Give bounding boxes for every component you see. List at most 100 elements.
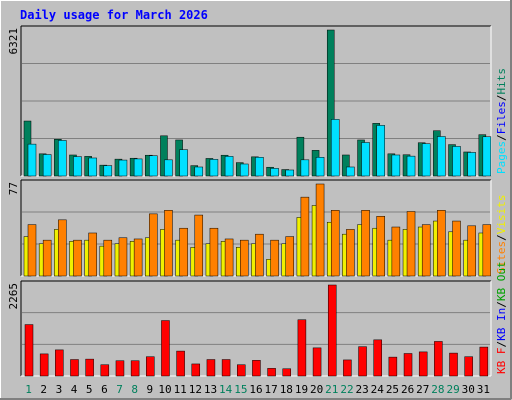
- bar-sites: [42, 239, 52, 277]
- bar-sites: [361, 210, 370, 277]
- x-tick-label: 28: [431, 383, 444, 396]
- bar-pages: [133, 158, 143, 177]
- x-tick-label: 7: [116, 383, 123, 396]
- bar-kb-f: [237, 364, 246, 377]
- legend-item: KB In: [495, 308, 508, 341]
- bar-pages: [194, 166, 204, 177]
- bar-sites: [149, 213, 158, 277]
- bar-pages: [58, 140, 67, 177]
- bar-pages: [209, 159, 219, 177]
- x-tick-label: 12: [189, 383, 202, 396]
- bar-kb-f: [449, 352, 458, 377]
- bar-kb-f: [327, 284, 337, 377]
- x-tick-label: 27: [416, 383, 429, 396]
- bar-pages: [406, 155, 416, 177]
- bar-kb-f: [388, 356, 398, 377]
- bar-pages: [42, 154, 52, 177]
- x-tick-label: 3: [56, 383, 63, 396]
- legend-item: KB Out: [495, 261, 508, 301]
- bar-pages: [285, 169, 294, 177]
- bar-pages: [452, 146, 461, 177]
- legend-item: Hits: [495, 68, 508, 95]
- bar-kb-f: [479, 346, 489, 377]
- bar-pages: [376, 125, 385, 177]
- bar-hits: [296, 136, 305, 177]
- bar-pages: [361, 142, 370, 177]
- y-max-label: 77: [7, 182, 20, 195]
- legend-item: /: [495, 301, 508, 308]
- bar-pages: [179, 149, 188, 177]
- x-tick-label: 10: [158, 383, 171, 396]
- bar-sites: [406, 211, 416, 277]
- series-legend: KB F/KB In/KB Out: [495, 261, 508, 374]
- bar-pages: [421, 143, 431, 177]
- bar-pages: [164, 159, 173, 177]
- x-tick-label: 26: [401, 383, 414, 396]
- series-legend: Sites/Visits: [495, 195, 508, 275]
- bar-sites: [482, 224, 492, 277]
- legend-item: /: [495, 134, 508, 141]
- x-tick-label: 23: [356, 383, 369, 396]
- bar-sites: [133, 238, 143, 277]
- bar-kb-f: [464, 356, 473, 377]
- bar-kb-f: [176, 350, 185, 377]
- bar-pages: [437, 136, 446, 177]
- bar-hits: [342, 154, 350, 177]
- bar-pages: [240, 163, 249, 177]
- bar-kb-f: [24, 324, 34, 377]
- legend-item: Visits: [495, 195, 508, 235]
- bar-pages: [27, 143, 37, 177]
- bar-sites: [467, 225, 476, 277]
- x-tick-label: 16: [249, 383, 262, 396]
- bar-sites: [255, 233, 264, 277]
- bar-kb-f: [115, 360, 125, 377]
- chart-panel-middle: 77 Sites/Visits: [7, 179, 508, 277]
- bar-kb-f: [252, 360, 261, 377]
- bar-pages: [88, 157, 97, 177]
- bar-pages: [103, 165, 113, 177]
- bar-sites: [376, 216, 385, 277]
- bar-kb-f: [403, 353, 413, 377]
- bar-sites: [315, 183, 325, 277]
- x-tick-label: 6: [101, 383, 108, 396]
- bar-kb-f: [343, 359, 352, 377]
- y-max-label: 6321: [7, 28, 20, 55]
- bar-kb-f: [282, 368, 291, 377]
- bar-sites: [300, 196, 310, 277]
- series-legend: Pages/Files/Hits: [495, 68, 508, 174]
- bar-hits: [326, 29, 335, 177]
- legend-item: /: [495, 234, 508, 241]
- x-tick-label: 2: [40, 383, 47, 396]
- bar-kb-f: [373, 339, 382, 377]
- bar-sites: [73, 239, 82, 277]
- bar-hits: [160, 135, 168, 177]
- x-tick-label: 11: [174, 383, 187, 396]
- legend-item: /: [495, 341, 508, 348]
- bar-kb-f: [39, 353, 49, 377]
- x-tick-label: 1: [25, 383, 32, 396]
- bar-kb-f: [312, 347, 322, 377]
- legend-item: /: [495, 95, 508, 102]
- bar-kb-f: [221, 359, 231, 377]
- bar-kb-f: [161, 320, 170, 377]
- x-tick-label: 5: [86, 383, 93, 396]
- x-tick-label: 15: [234, 383, 247, 396]
- x-tick-label: 20: [310, 383, 323, 396]
- bar-pages: [346, 166, 355, 177]
- bar-kb-f: [358, 346, 367, 377]
- bar-kb-f: [55, 349, 64, 377]
- bar-kb-f: [100, 364, 110, 377]
- bar-sites: [118, 237, 128, 277]
- x-tick-label: 14: [219, 383, 233, 396]
- bar-pages: [270, 168, 279, 177]
- x-tick-label: 4: [71, 383, 78, 396]
- bar-kb-f: [146, 356, 155, 377]
- bar-kb-f: [434, 341, 443, 377]
- legend-item: KB F: [495, 348, 508, 375]
- x-tick-label: 22: [340, 383, 353, 396]
- legend-item: Files: [495, 101, 508, 134]
- bar-pages: [467, 152, 476, 177]
- x-tick-label: 13: [204, 383, 217, 396]
